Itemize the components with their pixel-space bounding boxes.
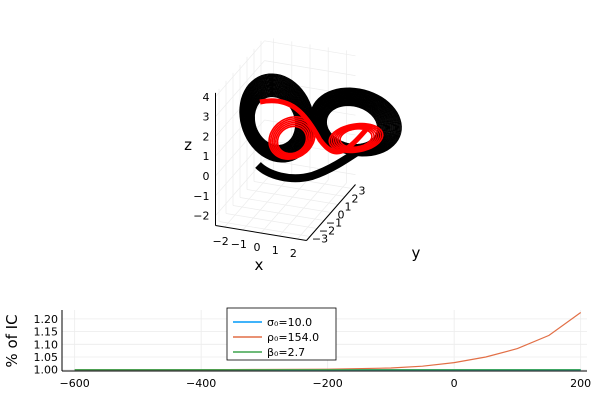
ensemble-orbit-right (325, 104, 379, 146)
legend-label: σ₀=10.0 (267, 316, 312, 329)
z-tick-label: 0 (203, 170, 210, 183)
z-tick-label: 2 (203, 130, 210, 143)
grid-line (215, 60, 265, 117)
ensemble-orbit-left (252, 93, 299, 148)
series-2d (74, 312, 582, 371)
reference-orbit-right (328, 122, 384, 154)
x-axis-line (215, 225, 307, 241)
reference-orbit-right (332, 124, 380, 152)
x-tick-label: 1 (272, 244, 279, 257)
grid-line (253, 181, 346, 197)
x-tick-label: −1 (231, 238, 247, 251)
reference-orbit-left (269, 117, 315, 159)
z-axis-label: z (184, 136, 192, 154)
reference-orbit-right (337, 127, 375, 149)
z-tick-label: 3 (203, 111, 210, 124)
y-tick-label: 1.05 (34, 351, 59, 364)
x-tick-label: 2 (290, 247, 297, 260)
reference-orbit-right (335, 125, 377, 151)
ensemble-orbit-left (246, 84, 306, 155)
z-tick-label: −2 (193, 210, 209, 223)
ensemble-orbit-left (243, 79, 310, 158)
legend-label: ρ₀=154.0 (267, 331, 319, 344)
z-tick-label: 4 (203, 91, 210, 104)
reference-orbit-right (330, 123, 382, 153)
grid-line (264, 60, 356, 76)
ensemble-orbit-left (249, 88, 303, 152)
axes-3d (215, 92, 356, 241)
ticks-2d: −600 −400 −200 0 200 1.001.051.101.151.20 (34, 313, 592, 390)
y-tick-label: 1.10 (34, 338, 59, 351)
legend: σ₀=10.0 ρ₀=154.0 β₀=2.7 (226, 307, 337, 361)
grid-line (246, 189, 339, 205)
x-tick-label: −2 (212, 235, 228, 248)
ensemble-orbit-right (312, 90, 399, 155)
x-tick-label: −200 (313, 377, 343, 390)
grid-line (215, 99, 265, 157)
z-tick-label: −1 (193, 190, 209, 203)
ensemble-lobe-bottom (255, 146, 363, 183)
ensemble-orbit-right (313, 91, 397, 154)
y-tick-label: 1.20 (34, 313, 59, 326)
y-tick-label: 1.15 (34, 326, 59, 339)
y-axis-label: y (412, 244, 421, 262)
reference-trajectory (259, 98, 384, 161)
x-tick-label: −400 (186, 377, 216, 390)
y-tick-label: 2 (352, 193, 359, 206)
reference-orbit-left (273, 121, 311, 157)
grid-line (215, 40, 265, 98)
y-tick-label: −1 (326, 217, 342, 230)
reference-orbit-left (268, 115, 316, 161)
ensemble-orbit-right (315, 93, 395, 153)
y-tick-label: −2 (319, 225, 335, 238)
reference-orbit-left (276, 125, 308, 155)
reference-orbit-left (271, 119, 313, 158)
z-tick-label: 1 (203, 150, 210, 163)
ensemble-orbit-right (311, 88, 400, 156)
reference-orbit-left (274, 123, 310, 156)
grid-line (232, 205, 325, 221)
reference-crossing (259, 98, 372, 155)
y-axis-line (306, 184, 356, 241)
grid-line (218, 221, 311, 237)
y-tick-label: 3 (359, 185, 366, 198)
x-tick-label: 0 (451, 377, 458, 390)
y-axis-label: % of IC (3, 314, 21, 367)
x-tick-label: 0 (254, 241, 261, 254)
legend-label: β₀=2.7 (267, 346, 305, 359)
x-tick-label: 200 (570, 377, 591, 390)
x-axis-label: x (255, 256, 264, 274)
y-tick-label: 0 (338, 209, 345, 222)
grid-line (225, 213, 318, 229)
ensemble-orbit-right (316, 94, 393, 152)
x-tick-label: −600 (60, 377, 90, 390)
parameter-plot: −600 −400 −200 0 200 1.001.051.101.151.20 % o… (3, 307, 592, 390)
y-tick-label: 1 (345, 201, 352, 214)
ensemble-orbit-right (324, 103, 381, 146)
grid-line (264, 40, 356, 57)
ensemble-orbit-left (253, 95, 297, 147)
y-tick-label: −3 (312, 233, 328, 246)
grid-line (239, 197, 332, 213)
reference-orbit-right (339, 128, 373, 148)
y-tick-label: 1.00 (34, 364, 59, 377)
